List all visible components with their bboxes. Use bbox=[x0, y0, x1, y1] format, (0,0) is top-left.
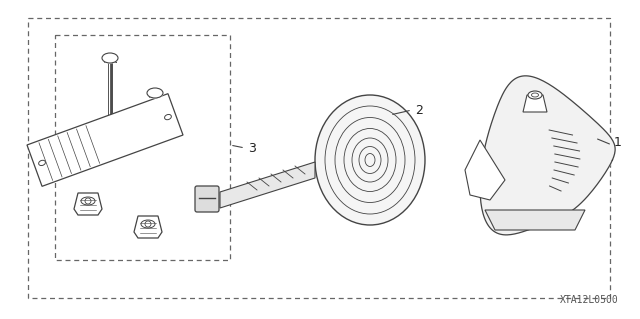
Polygon shape bbox=[465, 140, 505, 200]
Ellipse shape bbox=[315, 95, 425, 225]
Ellipse shape bbox=[147, 88, 163, 98]
Ellipse shape bbox=[531, 93, 538, 97]
Bar bbox=[28, 18, 610, 298]
Circle shape bbox=[85, 198, 91, 204]
Text: 3: 3 bbox=[248, 142, 256, 154]
Polygon shape bbox=[480, 76, 615, 235]
Polygon shape bbox=[74, 193, 102, 215]
Polygon shape bbox=[27, 94, 183, 186]
Ellipse shape bbox=[81, 197, 95, 205]
FancyBboxPatch shape bbox=[195, 186, 219, 212]
Text: 1: 1 bbox=[614, 137, 622, 150]
Text: XTA12L0500: XTA12L0500 bbox=[560, 295, 619, 305]
Polygon shape bbox=[485, 210, 585, 230]
Ellipse shape bbox=[38, 160, 45, 166]
Ellipse shape bbox=[164, 115, 172, 120]
Ellipse shape bbox=[102, 53, 118, 63]
Circle shape bbox=[145, 221, 151, 227]
Polygon shape bbox=[523, 95, 547, 112]
Ellipse shape bbox=[528, 91, 542, 99]
Text: 2: 2 bbox=[415, 103, 423, 116]
Ellipse shape bbox=[141, 220, 155, 228]
Polygon shape bbox=[134, 216, 162, 238]
Polygon shape bbox=[220, 162, 315, 208]
Bar bbox=[55, 35, 230, 260]
